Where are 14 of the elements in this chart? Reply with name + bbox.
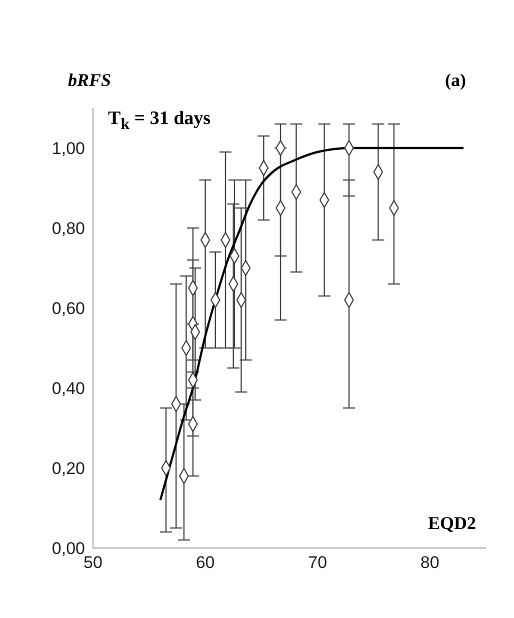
y-tick-label: 1,00 bbox=[52, 139, 85, 158]
y-tick-label: 0,40 bbox=[52, 379, 85, 398]
text: (a) bbox=[445, 70, 466, 91]
y-axis-title: bRFS bbox=[68, 70, 112, 91]
annotation: T$_{k}$ = 31 days bbox=[108, 108, 211, 134]
y-tick-label: 0,80 bbox=[52, 219, 85, 238]
x-tick-label: 50 bbox=[84, 553, 102, 572]
x-tick-label: 70 bbox=[308, 553, 328, 572]
y-tick-label: 0,20 bbox=[52, 459, 85, 478]
x-tick-label: 60 bbox=[196, 553, 215, 572]
x-tick-label: 80 bbox=[420, 553, 440, 572]
y-tick-label: 0,60 bbox=[52, 299, 85, 318]
y-tick-label: 0,00 bbox=[52, 539, 85, 558]
x-axis-title: EQD2 bbox=[428, 513, 476, 534]
